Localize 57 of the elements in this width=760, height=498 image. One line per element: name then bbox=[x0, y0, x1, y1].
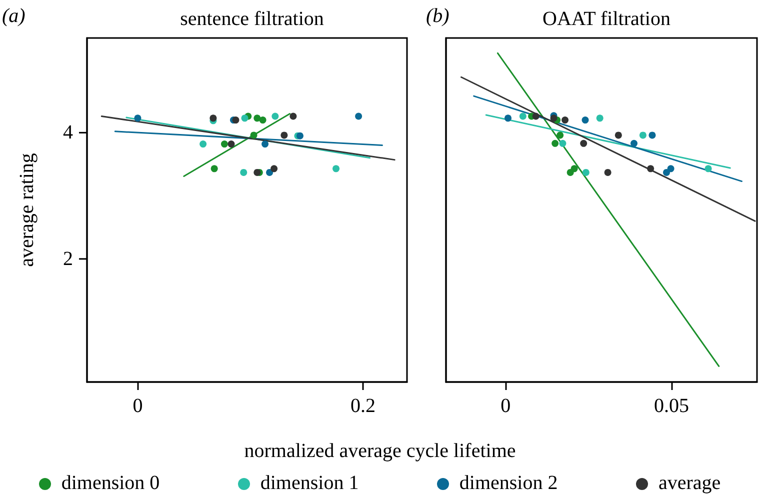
legend-label: average bbox=[657, 472, 721, 495]
point bbox=[647, 165, 654, 172]
point bbox=[272, 112, 279, 120]
point bbox=[550, 114, 558, 122]
point bbox=[241, 114, 248, 122]
y-tick-label: 4 bbox=[63, 122, 73, 144]
text: (a) bbox=[2, 5, 26, 27]
point bbox=[228, 140, 235, 148]
x-tick-label: 0.05 bbox=[654, 395, 689, 417]
point bbox=[280, 132, 288, 139]
point bbox=[639, 132, 646, 139]
point bbox=[355, 112, 362, 120]
point bbox=[332, 165, 340, 172]
point bbox=[270, 165, 278, 172]
point bbox=[266, 168, 274, 176]
point bbox=[630, 140, 638, 147]
text: (b) bbox=[426, 5, 450, 27]
point bbox=[580, 140, 588, 147]
point bbox=[614, 132, 622, 139]
point bbox=[240, 168, 248, 176]
chart-title: sentence filtration bbox=[180, 8, 324, 30]
point bbox=[556, 132, 564, 139]
point bbox=[604, 168, 612, 176]
point bbox=[552, 140, 559, 147]
point bbox=[220, 140, 228, 148]
point bbox=[566, 168, 574, 176]
point bbox=[648, 132, 656, 139]
point bbox=[290, 112, 297, 120]
legend-label: dimension 0 bbox=[60, 472, 160, 495]
point bbox=[596, 114, 604, 122]
point bbox=[134, 114, 142, 122]
point bbox=[250, 132, 258, 139]
point bbox=[504, 114, 512, 122]
point bbox=[232, 116, 240, 124]
point bbox=[532, 112, 540, 120]
chart-title: OAAT filtration bbox=[542, 8, 670, 30]
y-axis-title: average rating bbox=[16, 153, 38, 267]
point bbox=[562, 116, 569, 124]
point bbox=[210, 165, 218, 172]
point bbox=[582, 168, 590, 176]
point bbox=[559, 140, 566, 147]
x-tick-label: 0 bbox=[500, 395, 511, 417]
point bbox=[210, 114, 217, 122]
point bbox=[662, 168, 670, 176]
x-axis-title: normalized average cycle lifetime bbox=[243, 440, 517, 463]
legend-label: dimension 1 bbox=[259, 472, 359, 495]
legend-label: dimension 2 bbox=[458, 472, 558, 495]
point bbox=[262, 140, 269, 148]
point bbox=[200, 140, 207, 148]
point bbox=[519, 112, 526, 120]
x-tick-label: 0 bbox=[132, 395, 143, 417]
x-tick-label: 0.2 bbox=[350, 395, 376, 417]
point bbox=[582, 116, 589, 124]
y-tick-label: 2 bbox=[63, 248, 73, 270]
point bbox=[259, 116, 266, 124]
point bbox=[254, 114, 261, 122]
point bbox=[704, 165, 712, 172]
